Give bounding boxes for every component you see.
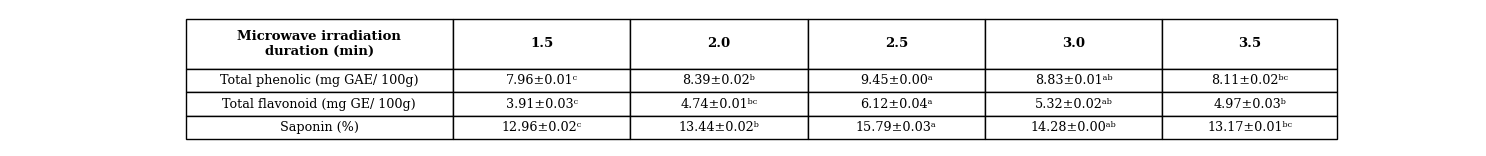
Bar (985, 92, 1162, 116)
Text: 8.83±0.01ᵃᵇ: 8.83±0.01ᵃᵇ (1034, 74, 1113, 87)
Bar (453, 116, 630, 139)
Text: 14.28±0.00ᵃᵇ: 14.28±0.00ᵃᵇ (1031, 121, 1116, 134)
Text: 2.5: 2.5 (884, 37, 908, 50)
Text: 8.39±0.02ᵇ: 8.39±0.02ᵇ (682, 74, 755, 87)
Bar (453, 92, 630, 116)
Text: 4.97±0.03ᵇ: 4.97±0.03ᵇ (1214, 98, 1287, 110)
Bar (1162, 19, 1337, 69)
Bar (453, 69, 630, 92)
Text: 12.96±0.02ᶜ: 12.96±0.02ᶜ (502, 121, 581, 134)
Bar (186, 19, 453, 69)
Bar (808, 69, 985, 92)
Bar (186, 116, 453, 139)
Text: 3.91±0.03ᶜ: 3.91±0.03ᶜ (505, 98, 578, 110)
Text: 3.0: 3.0 (1062, 37, 1085, 50)
Text: 2.0: 2.0 (707, 37, 731, 50)
Bar (1162, 116, 1337, 139)
Bar (453, 19, 630, 69)
Text: 13.17±0.01ᵇᶜ: 13.17±0.01ᵇᶜ (1207, 121, 1293, 134)
Bar (186, 92, 453, 116)
Text: Microwave irradiation
duration (min): Microwave irradiation duration (min) (238, 30, 401, 58)
Text: Total phenolic (mg GAE/ 100g): Total phenolic (mg GAE/ 100g) (220, 74, 419, 87)
Text: Total flavonoid (mg GE/ 100g): Total flavonoid (mg GE/ 100g) (223, 98, 416, 110)
Bar (808, 116, 985, 139)
Bar (186, 69, 453, 92)
Bar (630, 116, 808, 139)
Bar (630, 19, 808, 69)
Text: 1.5: 1.5 (531, 37, 553, 50)
Bar (985, 116, 1162, 139)
Text: Saponin (%): Saponin (%) (279, 121, 358, 134)
Text: 5.32±0.02ᵃᵇ: 5.32±0.02ᵃᵇ (1034, 98, 1113, 110)
Bar (985, 19, 1162, 69)
Bar (808, 19, 985, 69)
Text: 7.96±0.01ᶜ: 7.96±0.01ᶜ (505, 74, 578, 87)
Text: 15.79±0.03ᵃ: 15.79±0.03ᵃ (856, 121, 936, 134)
Bar (808, 92, 985, 116)
Text: 3.5: 3.5 (1238, 37, 1262, 50)
Bar (985, 69, 1162, 92)
Bar (1162, 69, 1337, 92)
Text: 6.12±0.04ᵃ: 6.12±0.04ᵃ (860, 98, 933, 110)
Bar (630, 69, 808, 92)
Text: 13.44±0.02ᵇ: 13.44±0.02ᵇ (679, 121, 759, 134)
Bar (630, 92, 808, 116)
Text: 8.11±0.02ᵇᶜ: 8.11±0.02ᵇᶜ (1211, 74, 1288, 87)
Bar (1162, 92, 1337, 116)
Text: 4.74±0.01ᵇᶜ: 4.74±0.01ᵇᶜ (681, 98, 758, 110)
Text: 9.45±0.00ᵃ: 9.45±0.00ᵃ (860, 74, 933, 87)
